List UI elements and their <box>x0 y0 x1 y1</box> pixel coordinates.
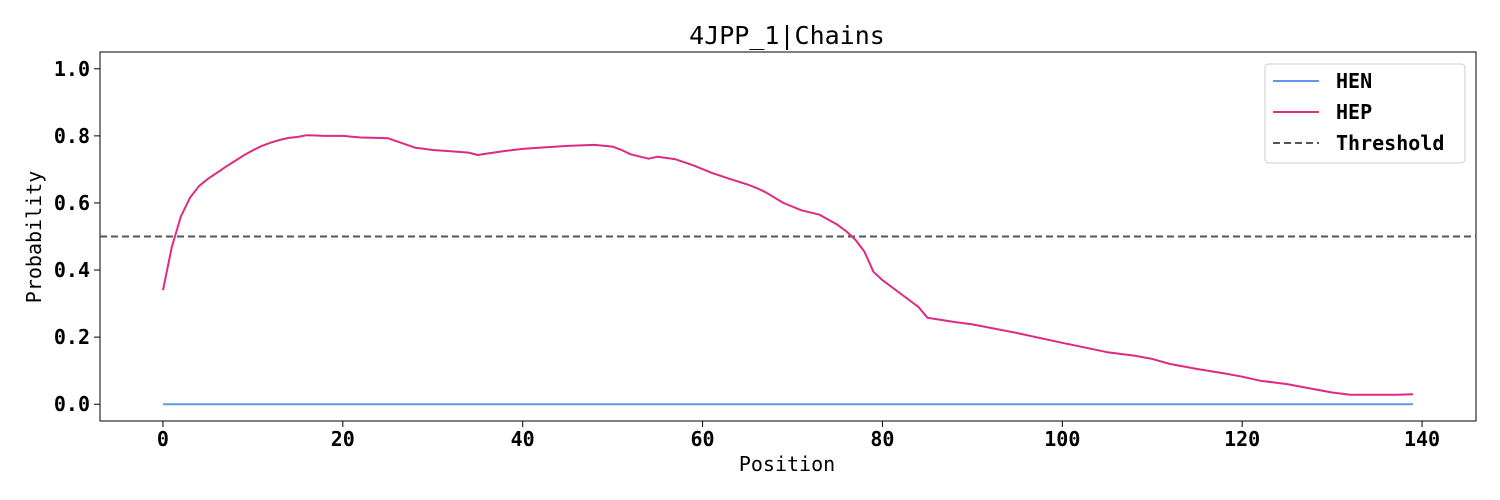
y-tick-label: 0.6 <box>54 191 90 215</box>
chart-title: 4JPP_1|Chains <box>689 21 885 50</box>
y-tick-label: 0.0 <box>54 392 90 416</box>
legend-box <box>1264 63 1466 164</box>
y-tick-label: 0.4 <box>54 258 90 282</box>
x-tick-label: 100 <box>1044 427 1080 451</box>
x-tick-label: 0 <box>157 427 169 451</box>
y-tick-label: 0.2 <box>54 325 90 349</box>
plot-layer <box>100 134 1476 406</box>
legend-label-threshold: Threshold <box>1336 131 1444 155</box>
legend-label-hen: HEN <box>1336 69 1372 93</box>
x-axis-label: Position <box>739 452 835 476</box>
y-tick-label: 1.0 <box>54 57 90 81</box>
x-tick-label: 40 <box>511 427 535 451</box>
x-tick-label: 80 <box>870 427 894 451</box>
x-tick-label: 20 <box>331 427 355 451</box>
x-tick-label: 60 <box>691 427 715 451</box>
series-line-hep <box>162 134 1414 396</box>
x-tick-label: 120 <box>1224 427 1260 451</box>
y-axis-label: Probability <box>22 171 46 303</box>
x-axis: 0 20 40 60 80 100 120 140 <box>157 421 1440 451</box>
y-tick-label: 0.8 <box>54 124 90 148</box>
legend: HEN HEP Threshold <box>1264 63 1466 164</box>
legend-label-hep: HEP <box>1336 100 1372 124</box>
y-axis: 0.0 0.2 0.4 0.6 0.8 1.0 <box>54 57 100 416</box>
x-tick-label: 140 <box>1404 427 1440 451</box>
